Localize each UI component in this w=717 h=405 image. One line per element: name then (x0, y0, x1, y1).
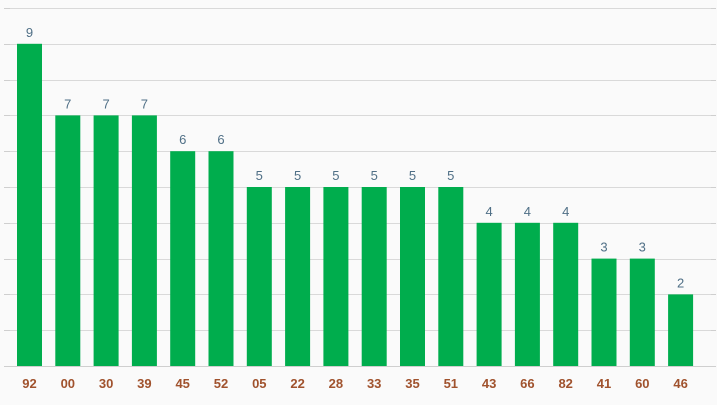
bars (17, 43, 694, 367)
category-label-45: 45 (175, 376, 189, 391)
category-label-52: 52 (214, 376, 228, 391)
category-labels: 92 00 30 39 45 52 05 22 28 33 35 51 43 66 82 41 60 46 (22, 376, 688, 391)
bar-82 (553, 222, 579, 366)
value-label-05: 5 (256, 168, 263, 183)
value-label-33: 5 (371, 168, 378, 183)
bar-30 (93, 115, 119, 367)
bar-39 (131, 115, 157, 367)
value-label-82: 4 (562, 204, 569, 219)
category-label-05: 05 (252, 376, 266, 391)
value-label-22: 5 (294, 168, 301, 183)
bar-00 (55, 115, 81, 367)
category-label-51: 51 (444, 376, 458, 391)
category-label-41: 41 (597, 376, 611, 391)
category-label-39: 39 (137, 376, 151, 391)
value-label-43: 4 (485, 204, 492, 219)
gridlines (4, 8, 716, 367)
value-label-52: 6 (217, 132, 224, 147)
bar-51 (438, 187, 464, 366)
category-label-66: 66 (520, 376, 534, 391)
value-label-39: 7 (141, 96, 148, 111)
value-label-66: 4 (524, 204, 531, 219)
value-label-45: 6 (179, 132, 186, 147)
category-label-28: 28 (329, 376, 343, 391)
bar-05 (246, 187, 272, 366)
bar-41 (591, 258, 617, 366)
bar-33 (361, 187, 387, 366)
category-label-22: 22 (290, 376, 304, 391)
bar-35 (400, 187, 425, 366)
category-label-46: 46 (673, 376, 687, 391)
value-label-60: 3 (639, 240, 646, 255)
bar-28 (323, 187, 349, 366)
bar-45 (170, 151, 196, 366)
value-label-30: 7 (102, 96, 109, 111)
bar-46 (668, 294, 694, 366)
category-label-33: 33 (367, 376, 381, 391)
category-label-35: 35 (405, 376, 419, 391)
value-label-46: 2 (677, 275, 684, 290)
bar-22 (285, 187, 311, 366)
category-label-00: 00 (61, 376, 75, 391)
value-label-35: 5 (409, 168, 416, 183)
bar-43 (476, 222, 502, 366)
category-label-82: 82 (558, 376, 572, 391)
bar-66 (514, 222, 540, 366)
value-labels: 9 7 7 7 6 6 5 5 5 5 5 5 4 4 4 3 3 2 (26, 25, 684, 291)
category-label-30: 30 (99, 376, 113, 391)
category-label-43: 43 (482, 376, 496, 391)
bar-92 (17, 43, 42, 367)
value-label-92: 9 (26, 25, 33, 40)
category-label-92: 92 (22, 376, 36, 391)
bar-52 (208, 151, 234, 366)
category-label-60: 60 (635, 376, 649, 391)
bar-60 (629, 258, 655, 366)
value-label-00: 7 (64, 96, 71, 111)
value-label-51: 5 (447, 168, 454, 183)
value-label-28: 5 (332, 168, 339, 183)
value-label-41: 3 (600, 240, 607, 255)
